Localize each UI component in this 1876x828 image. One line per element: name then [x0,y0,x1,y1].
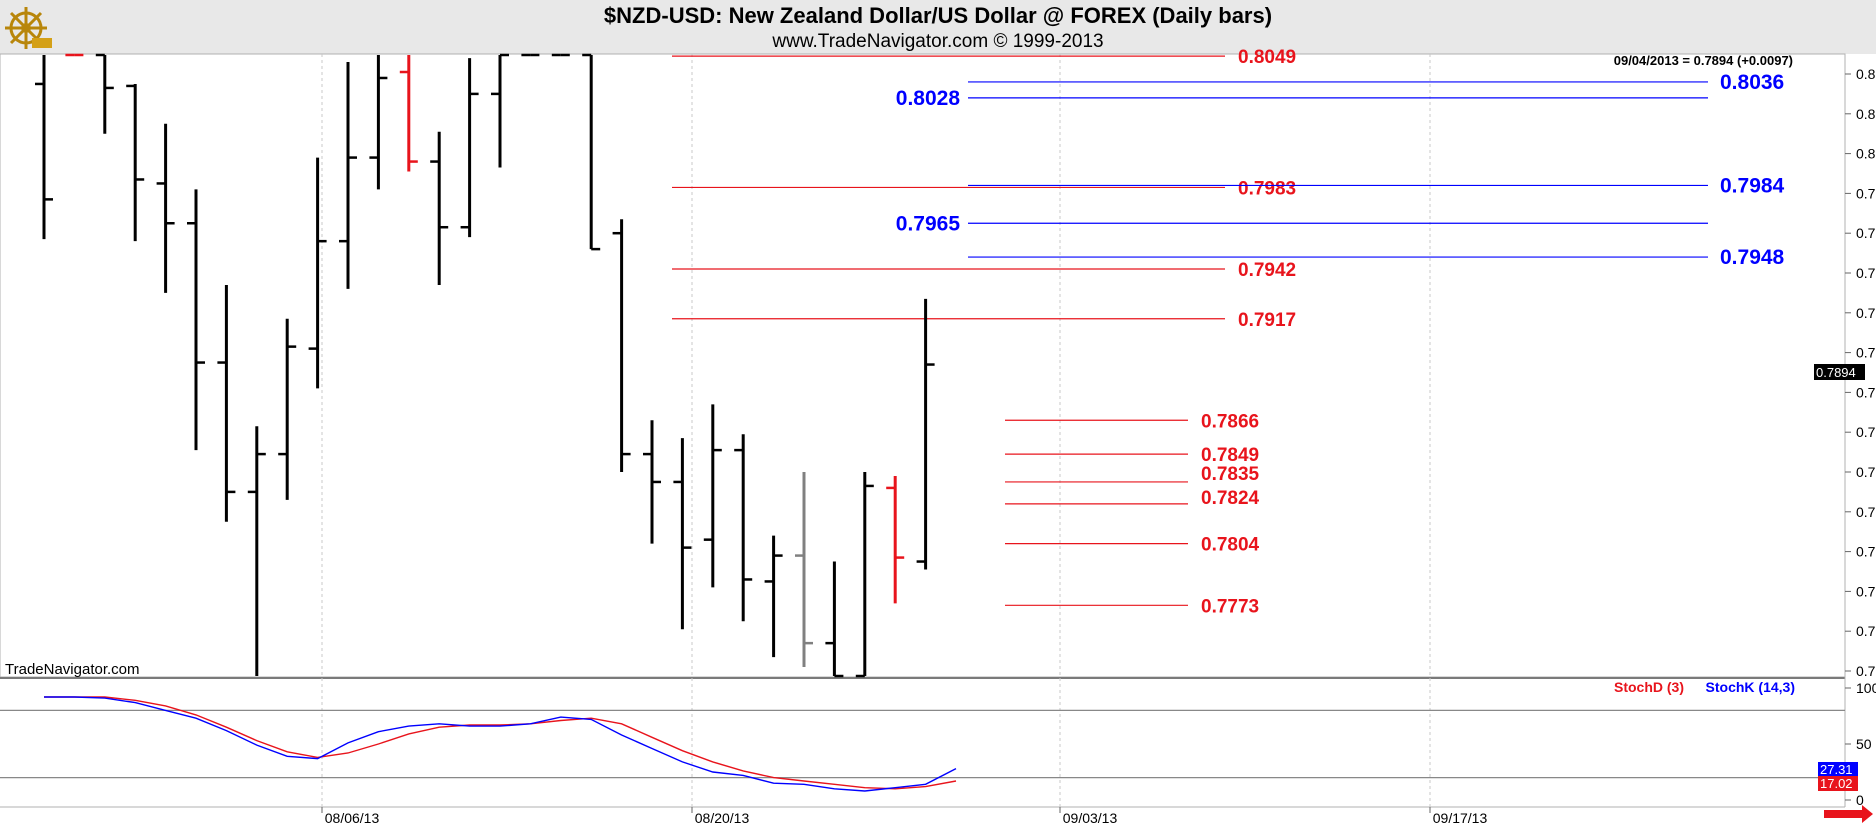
fib-level-label-red: 0.7824 [1201,488,1260,509]
ohlc-bar [582,53,601,251]
ohlc-bar [734,434,753,622]
fib-level-label-blue: 0.7948 [1720,246,1785,269]
price-tick-label: 0.7980 [1856,185,1876,201]
chart-title: $NZD-USD: New Zealand Dollar/US Dollar @… [603,3,1273,28]
fib-level-label-red: 0.7773 [1201,596,1259,617]
ohlc-bar [247,426,266,676]
price-tick-label: 0.8000 [1856,146,1876,162]
fib-level-label-red: 0.8049 [1238,47,1296,68]
price-panel-frame [0,53,1846,678]
fib-level-label-blue: 0.8028 [896,87,961,110]
fibonacci-levels: 0.80490.79830.79420.79170.78660.78490.78… [672,47,1785,617]
ohlc-bar [339,62,357,289]
ohlc-bar [187,189,205,451]
fib-level-label-blue: 0.8036 [1720,71,1784,94]
stoch-d-value-marker [1818,776,1858,791]
ohlc-bar [308,157,327,389]
ohlc-bar [126,83,145,242]
price-tick-label: 0.7840 [1856,464,1876,480]
fib-level-label-red: 0.7942 [1238,260,1296,281]
ohlc-bar [217,284,236,522]
fib-level-label-red: 0.7983 [1238,178,1296,199]
stoch-tick-label: 100 [1856,680,1876,696]
price-tick-label: 0.7880 [1856,384,1876,400]
stoch-tick-label: 50 [1856,736,1872,752]
ohlc-bar [95,53,114,134]
ohlc-bar [430,131,449,285]
date-tick-label: 08/06/13 [325,810,380,826]
price-tick-label: 0.7760 [1856,623,1876,639]
ohlc-bar [764,535,783,658]
stoch-k-legend: StochK (14,3) [1706,679,1795,695]
fib-level-label-blue: 0.7984 [1720,174,1785,197]
fib-level-label-red: 0.7804 [1201,535,1260,556]
ohlc-bar [35,55,53,240]
ohlc-bar [703,404,722,588]
fib-level-label-red: 0.7917 [1238,310,1296,331]
ship-wheel-logo-icon [5,7,52,49]
fib-level-label-red: 0.7849 [1201,445,1259,466]
ohlc-bar [886,475,905,604]
date-tick-label: 09/03/13 [1063,810,1118,826]
ohlc-bar [795,472,813,668]
last-price-label: 0.7894 [1816,365,1856,380]
price-tick-label: 0.7780 [1856,583,1876,599]
stoch-k-value-label: 27.31 [1820,762,1853,777]
ohlc-bar [916,298,935,570]
ohlc-bar [278,318,297,500]
last-price-info: 09/04/2013 = 0.7894 (+0.0097) [1614,53,1793,68]
fib-level-label-red: 0.7835 [1201,464,1260,485]
price-tick-label: 0.7740 [1856,663,1876,679]
ohlc-bar [460,58,479,238]
chart-header: $NZD-USD: New Zealand Dollar/US Dollar @… [0,0,1876,54]
stoch-d-line [44,696,957,790]
price-tick-label: 0.7820 [1856,504,1876,520]
fib-level-label-blue: 0.7965 [896,212,961,235]
stochastic-panel: 100 50 0 [0,680,1876,808]
price-tick-label: 0.7800 [1856,544,1876,560]
stoch-d-legend: StochD (3) [1614,679,1684,695]
chart-subtitle: www.TradeNavigator.com © 1999-2013 [772,31,1104,52]
ohlc-bar [673,438,692,630]
vertical-gridlines [321,54,1431,807]
date-tick-label: 09/17/13 [1433,810,1488,826]
price-tick-label: 0.8020 [1856,106,1876,122]
scroll-right-arrow-icon[interactable] [1824,805,1873,823]
price-tick-label: 0.7900 [1856,345,1876,361]
price-tick-label: 0.7920 [1856,305,1876,321]
stoch-k-value-marker [1818,762,1858,777]
watermark: TradeNavigator.com [5,661,140,678]
stoch-k-line [44,696,957,792]
date-tick-label: 08/20/13 [695,810,750,826]
stoch-tick-label: 0 [1856,792,1864,808]
ohlc-bar [399,55,418,172]
stoch-d-value-label: 17.02 [1820,776,1853,791]
date-axis: 08/06/13 08/20/13 09/03/13 09/17/13 [321,807,1488,826]
ohlc-bar [369,55,388,190]
ohlc-bar [855,472,874,678]
price-tick-label: 0.7960 [1856,225,1876,241]
ohlc-bar [156,123,175,293]
ohlc-bar [825,561,844,678]
ohlc-bar [643,420,661,544]
price-tick-label: 0.7860 [1856,424,1876,440]
ohlc-bars [35,53,935,678]
fib-level-label-red: 0.7866 [1201,411,1259,432]
ohlc-bar [491,53,509,168]
price-tick-label: 0.7940 [1856,265,1876,281]
last-price-marker [1814,364,1865,380]
ohlc-bar [612,219,631,472]
